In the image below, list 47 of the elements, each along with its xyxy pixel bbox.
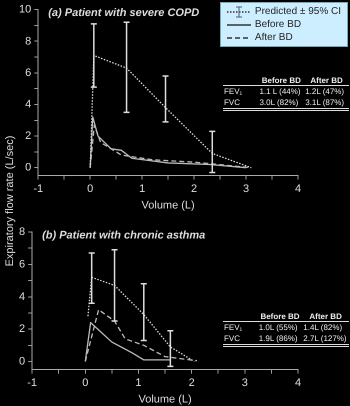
x-tick-label: 1 xyxy=(139,183,146,196)
y-tick-label: 8 xyxy=(25,35,32,48)
y-tick-label: 0 xyxy=(18,356,26,368)
y-tick-label: 0 xyxy=(25,162,32,174)
x-tick-label: -1 xyxy=(27,377,38,390)
x-tick-label: 2 xyxy=(188,377,195,390)
annotation: FEV₁ xyxy=(223,322,258,333)
x-tick-label: 0 xyxy=(87,183,94,196)
text: Predicted ± 95% CI xyxy=(254,6,341,17)
x-tick-label: 3 xyxy=(242,183,250,196)
x-tick-label: 3 xyxy=(242,377,248,390)
x-tick-label: 1 xyxy=(135,377,142,390)
annotation: FVC xyxy=(223,333,258,346)
annotation: 1.0L (55%) xyxy=(258,322,302,333)
y-tick-label: 6 xyxy=(25,66,32,79)
x-axis-title: Volume (L) xyxy=(142,199,195,212)
text: 1.2L (47%) xyxy=(305,87,344,96)
chart-title: (a) Patient with severe COPD xyxy=(48,7,200,20)
annotation: FVC xyxy=(223,97,258,110)
text: Before BD xyxy=(254,19,302,30)
text: 3.1L (87%) xyxy=(305,98,344,107)
x-tick-label: 0 xyxy=(82,377,88,390)
annotation: Before BD xyxy=(260,76,302,86)
text: 1.4L (82%) xyxy=(303,323,342,332)
y-tick-label: 6 xyxy=(18,258,26,270)
x-tick-label: -1 xyxy=(33,183,44,196)
y-tick-label: 8 xyxy=(18,226,26,238)
y-axis-title: Expiratory flow rate (L/sec) xyxy=(4,134,16,268)
y-tick-label: 2 xyxy=(18,323,26,336)
y-tick-label: 4 xyxy=(18,290,26,303)
y-tick-label: 2 xyxy=(25,130,32,142)
x-axis-title: Volume (L) xyxy=(138,393,192,406)
chart-title: (b) Patient with chronic asthma xyxy=(42,230,206,242)
annotation: 1.1 L (44%) xyxy=(258,86,304,97)
annotation: Before BD xyxy=(259,312,301,322)
x-tick-label: 2 xyxy=(191,183,198,196)
annotation: 3.0L (82%) xyxy=(258,97,304,110)
text: After BD xyxy=(310,76,343,85)
text: 2.7L (127%) xyxy=(303,334,347,343)
x-tick-label: 4 xyxy=(294,377,302,390)
text: After BD xyxy=(309,312,342,321)
x-tick-label: 4 xyxy=(294,183,302,196)
y-tick-label: 10 xyxy=(18,4,32,16)
y-tick-label: 4 xyxy=(25,98,32,110)
text: After BD xyxy=(254,32,293,43)
annotation: FEV₁ xyxy=(223,86,258,97)
annotation: 1.9L (86%) xyxy=(258,333,302,346)
